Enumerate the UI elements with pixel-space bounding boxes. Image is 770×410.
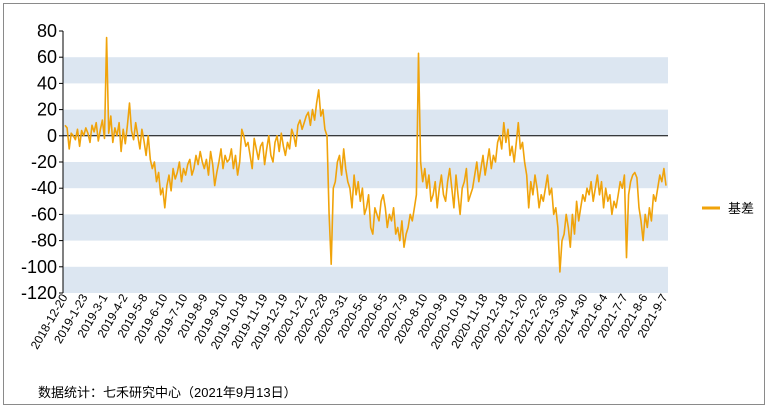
y-tick-label: -60 bbox=[31, 204, 57, 224]
y-axis-ticks: 80 60 40 20 0 -20 -40 -60 -80 -100 -120 bbox=[21, 21, 63, 303]
y-tick-label: 80 bbox=[37, 21, 57, 41]
basis-line-chart: 80 60 40 20 0 -20 -40 -60 -80 -100 -120 2018-12-20… bbox=[21, 21, 754, 352]
series-line-basis bbox=[64, 36, 667, 273]
grid-band bbox=[63, 266, 668, 293]
y-tick-label: 60 bbox=[37, 47, 57, 67]
y-tick-label: 0 bbox=[47, 126, 57, 146]
y-tick-label: -120 bbox=[21, 283, 57, 303]
grid-band bbox=[63, 214, 668, 241]
grid-band bbox=[63, 109, 668, 136]
y-tick-label: -20 bbox=[31, 152, 57, 172]
y-tick-label: -40 bbox=[31, 178, 57, 198]
y-tick-label: 20 bbox=[37, 100, 57, 120]
series-group bbox=[64, 36, 667, 273]
x-axis-ticks: 2018-12-202019-1-232019-3-12019-4-22019-… bbox=[28, 291, 671, 351]
grid-bands bbox=[63, 57, 668, 293]
grid-band bbox=[63, 162, 668, 189]
legend-label: 基差 bbox=[728, 201, 754, 216]
legend: 基差 bbox=[702, 201, 754, 216]
y-tick-label: -100 bbox=[21, 257, 57, 277]
source-note: 数据统计：七禾研究中心（2021年9月13日） bbox=[38, 385, 297, 400]
y-tick-label: 40 bbox=[37, 73, 57, 93]
chart-frame: 80 60 40 20 0 -20 -40 -60 -80 -100 -120 2018-12-20… bbox=[3, 3, 765, 405]
grid-band bbox=[63, 57, 668, 84]
y-tick-label: -80 bbox=[31, 231, 57, 251]
